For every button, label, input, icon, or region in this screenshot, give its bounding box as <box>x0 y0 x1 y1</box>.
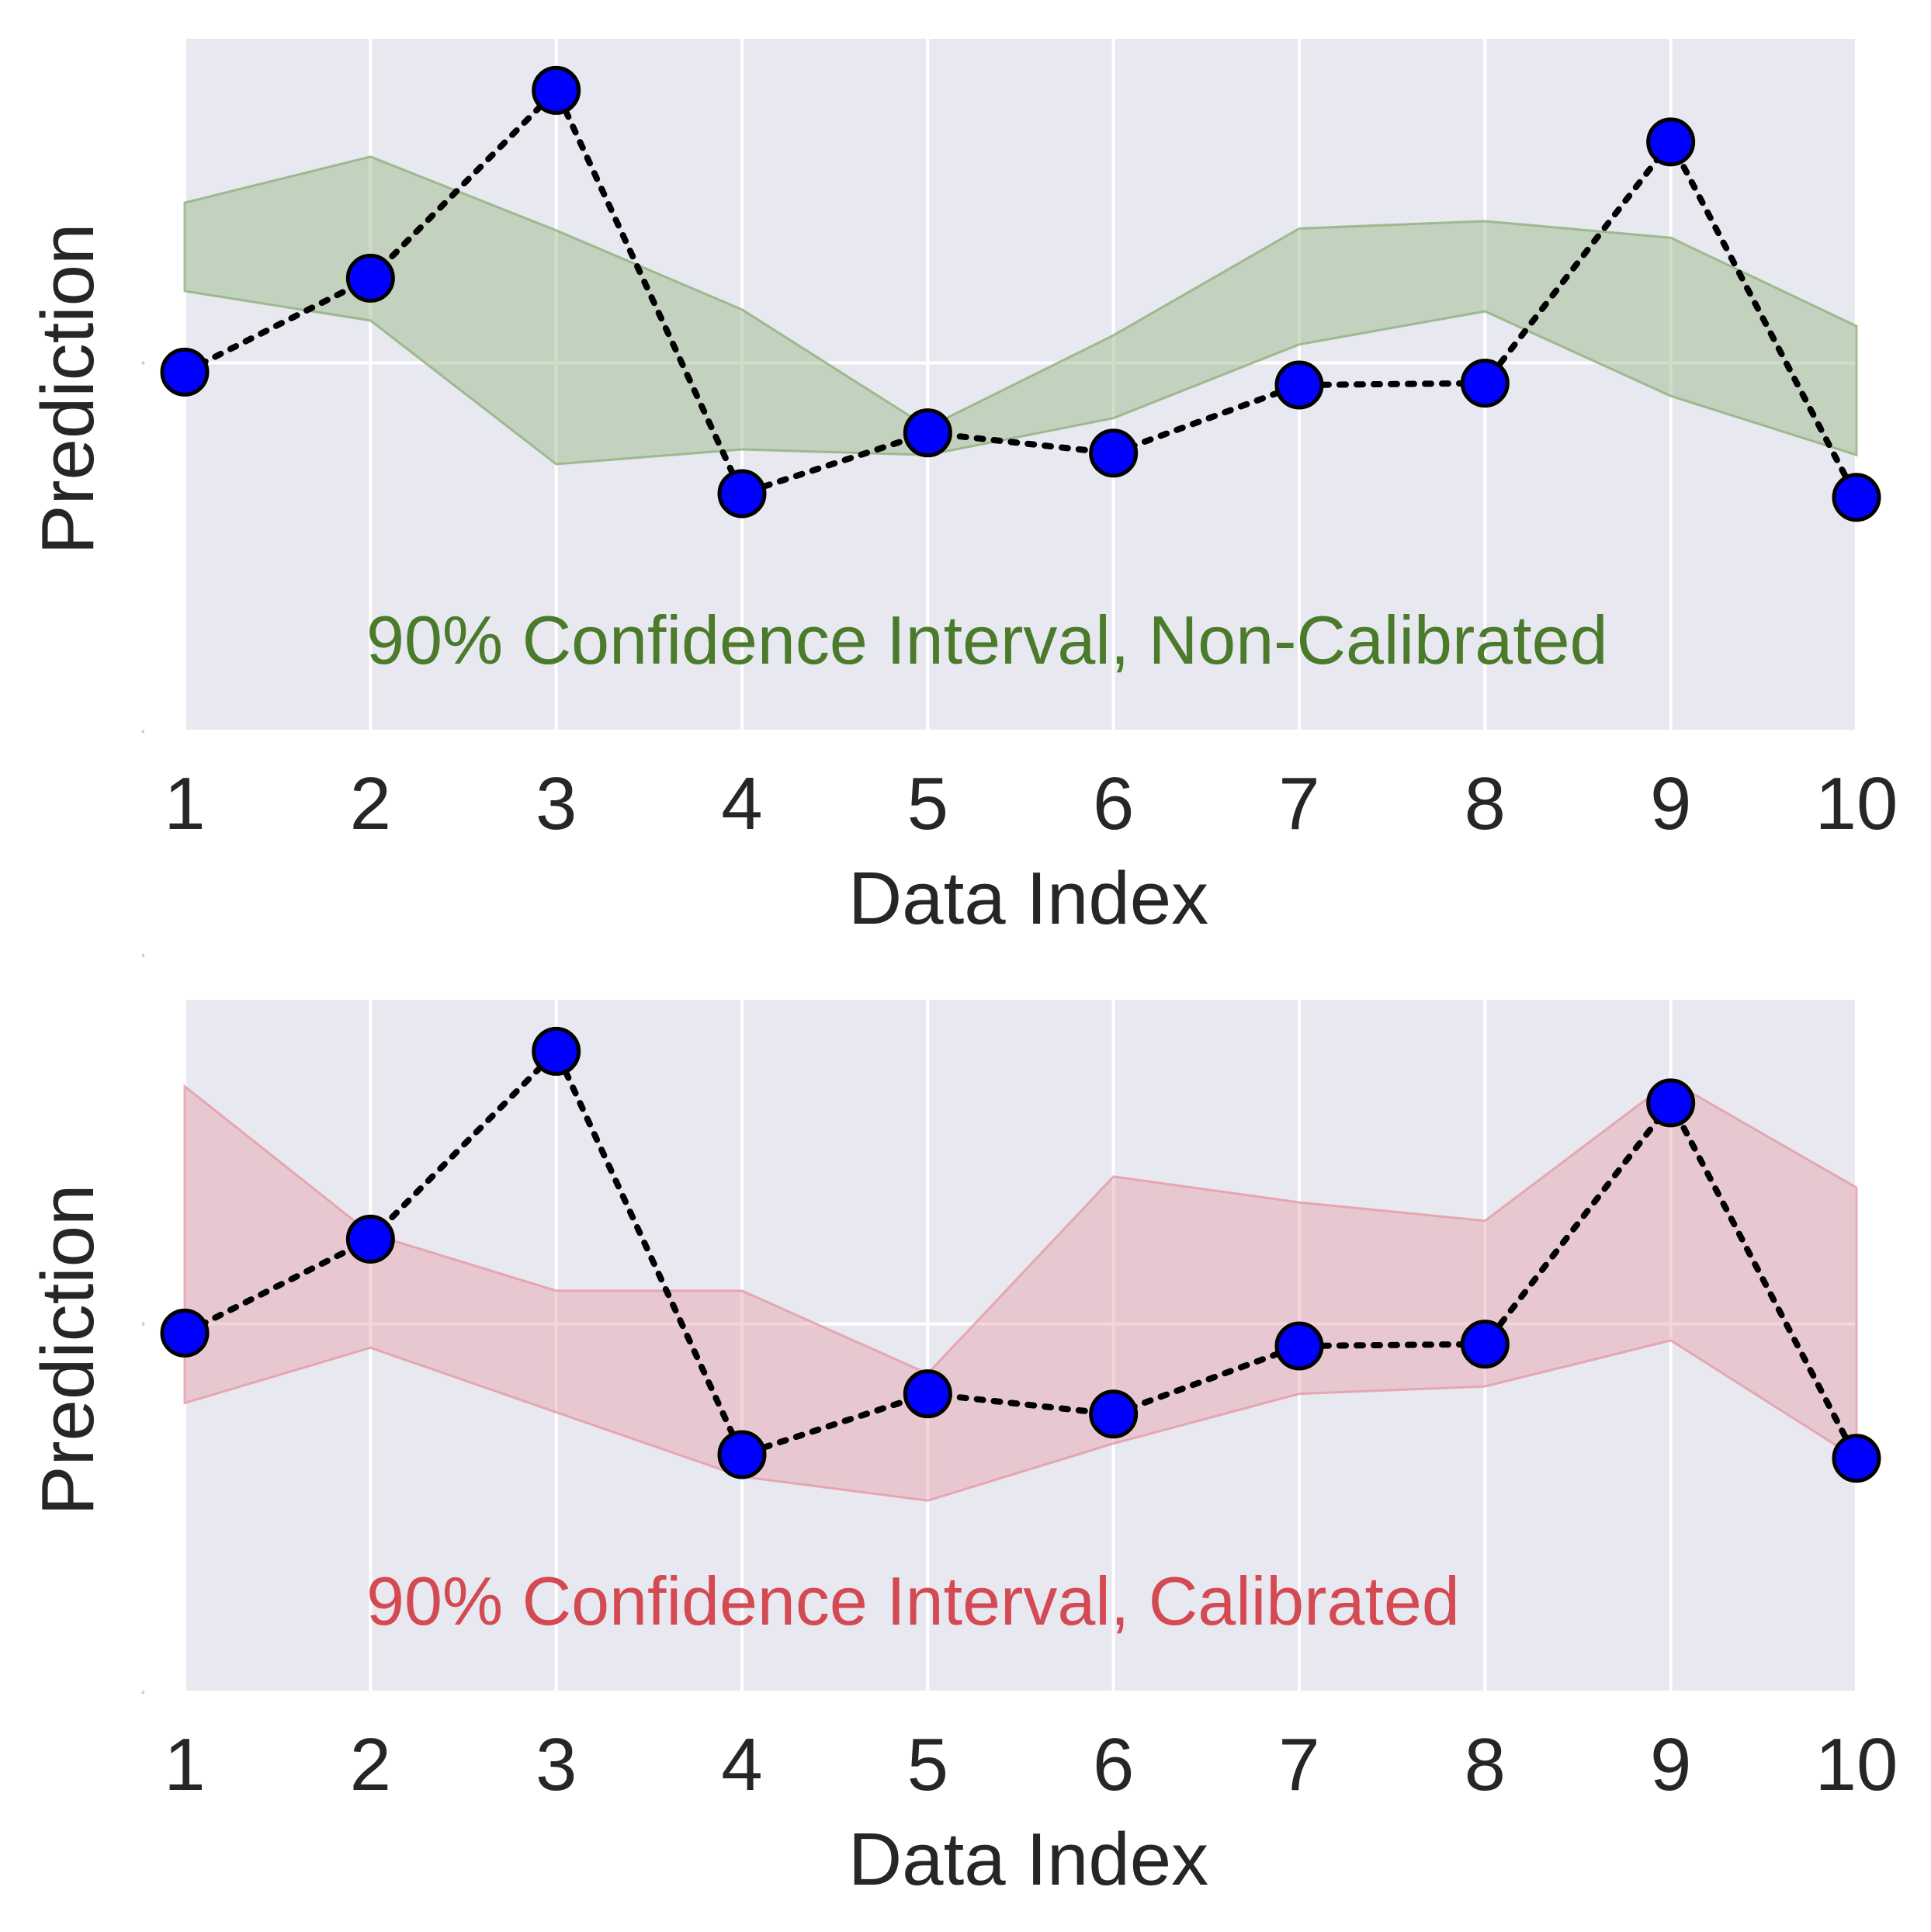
x-tick-label: 1 <box>164 1723 205 1806</box>
x-axis-label: Data Index <box>848 857 1208 940</box>
y-tick-labels: 2 0 -2 <box>141 954 145 1695</box>
prediction-marker <box>1274 1321 1324 1371</box>
y-tick-labels: 20-2 <box>141 362 145 734</box>
x-tick-label: 7 <box>1278 762 1319 845</box>
y-tick-label: 2 <box>142 954 144 959</box>
y-tick-label: 0 <box>142 1323 144 1327</box>
plot-area <box>185 1000 1856 1692</box>
prediction-marker <box>1460 1320 1510 1369</box>
x-tick-label: 2 <box>350 1723 391 1806</box>
prediction-marker <box>160 347 210 397</box>
prediction-marker <box>1089 428 1139 478</box>
panel-non-calibrated: 1 2 3 4 5 6 7 8 9 10 2 0 -2 90% Confidence Interval… <box>26 39 1898 940</box>
x-tick-label: 4 <box>721 762 762 845</box>
prediction-marker <box>717 469 767 519</box>
prediction-marker <box>532 1026 581 1076</box>
prediction-marker <box>345 253 395 303</box>
x-tick-label: 7 <box>1278 1723 1319 1806</box>
y-tick-label: -2 <box>141 730 145 734</box>
x-tick-label: 2 <box>350 762 391 845</box>
x-tick-label: 10 <box>1815 762 1898 845</box>
prediction-line <box>182 1046 1860 1462</box>
prediction-markers <box>160 65 1881 522</box>
x-tick-label: 3 <box>536 1723 577 1806</box>
prediction-marker <box>1832 1434 1881 1483</box>
prediction-marker <box>1646 1078 1696 1128</box>
y-axis-label: Prediction <box>26 224 109 555</box>
band-annotation: 90% Confidence Interval, Non-Calibrated <box>366 602 1608 678</box>
y-tick-label: 0 <box>142 362 144 366</box>
y-axis-label: Prediction <box>26 1185 109 1516</box>
x-tick-label: 1 <box>164 762 205 845</box>
x-tick-label: 6 <box>1093 1723 1134 1806</box>
prediction-marker <box>1274 360 1324 410</box>
prediction-marker <box>1089 1389 1139 1439</box>
confidence-band <box>183 155 1858 466</box>
prediction-marker <box>717 1430 767 1479</box>
x-tick-label: 6 <box>1093 762 1134 845</box>
x-tick-label: 3 <box>536 762 577 845</box>
band-annotation: 90% Confidence Interval, Calibrated <box>366 1563 1460 1639</box>
prediction-marker <box>345 1214 395 1264</box>
x-tick-label: 8 <box>1465 762 1506 845</box>
x-tick-label: 8 <box>1465 1723 1506 1806</box>
prediction-marker <box>903 408 952 458</box>
prediction-markers <box>160 1026 1881 1483</box>
x-tick-labels: 1 2 3 4 5 6 7 8 9 10 <box>164 762 1898 845</box>
prediction-marker <box>1832 473 1881 522</box>
x-tick-label: 10 <box>1815 1723 1898 1806</box>
x-tick-label: 9 <box>1650 1723 1691 1806</box>
prediction-marker <box>532 65 581 115</box>
prediction-marker <box>1646 117 1696 167</box>
x-tick-label: 4 <box>721 1723 762 1806</box>
prediction-line <box>182 85 1860 501</box>
prediction-marker <box>160 1308 210 1358</box>
x-tick-label: 9 <box>1650 762 1691 845</box>
x-axis-label: Data Index <box>848 1818 1208 1901</box>
x-tick-label: 5 <box>907 1723 948 1806</box>
x-tick-labels: 1 2 3 4 5 6 7 8 9 10 <box>164 1723 1898 1806</box>
prediction-marker <box>903 1369 952 1419</box>
panel-calibrated: 1 2 3 4 5 6 7 8 9 10 2 0 -2 90% Confidence Interval… <box>26 954 1898 1901</box>
x-tick-label: 5 <box>907 762 948 845</box>
prediction-marker <box>1460 359 1510 408</box>
plot-area <box>185 39 1856 731</box>
y-tick-label: -2 <box>141 1691 145 1695</box>
